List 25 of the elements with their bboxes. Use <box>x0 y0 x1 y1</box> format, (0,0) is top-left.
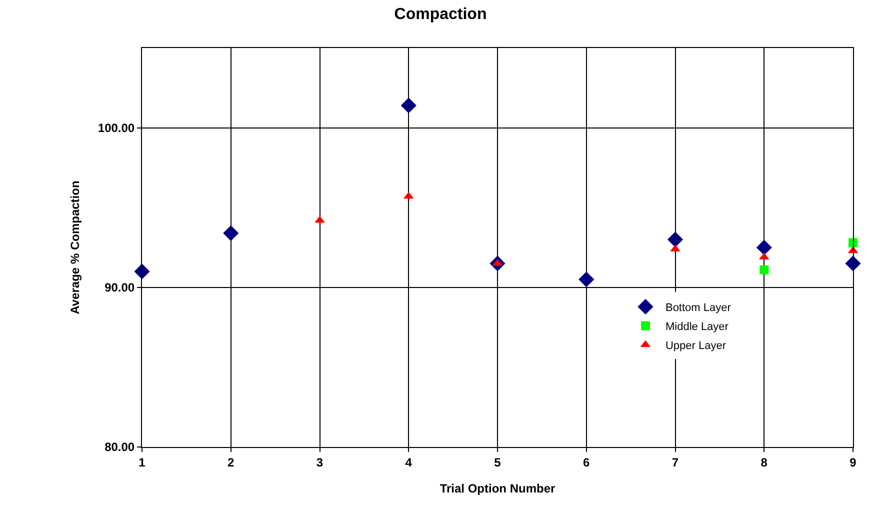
x-tick-label: 8 <box>760 455 768 470</box>
y-tick-label: 80.00 <box>104 440 135 454</box>
x-tick-label: 3 <box>316 455 324 470</box>
point <box>314 216 325 223</box>
point <box>400 98 416 114</box>
x-tick-label: 9 <box>850 455 857 470</box>
chart-title: Compaction <box>394 6 487 23</box>
x-tick-label: 1 <box>138 455 146 470</box>
y-axis-title: Average % Compaction <box>68 180 82 314</box>
x-tick-label: 2 <box>228 455 235 470</box>
legend-label: Upper Layer <box>665 340 726 352</box>
point <box>667 232 684 248</box>
y-tick-label: 100.00 <box>98 121 135 135</box>
x-axis-title: Trial Option Number <box>440 481 556 496</box>
point <box>578 272 594 288</box>
x-tick-label: 7 <box>672 455 679 470</box>
legend-label: Bottom Layer <box>665 302 732 314</box>
point <box>223 225 239 241</box>
point <box>756 240 772 256</box>
point <box>760 265 769 274</box>
legend-label: Middle Layer <box>665 321 729 334</box>
x-tick-label: 6 <box>583 455 590 470</box>
x-tick-label: 5 <box>494 455 502 470</box>
x-tick-label: 4 <box>405 455 412 470</box>
y-tick-label: 90.00 <box>104 280 135 295</box>
